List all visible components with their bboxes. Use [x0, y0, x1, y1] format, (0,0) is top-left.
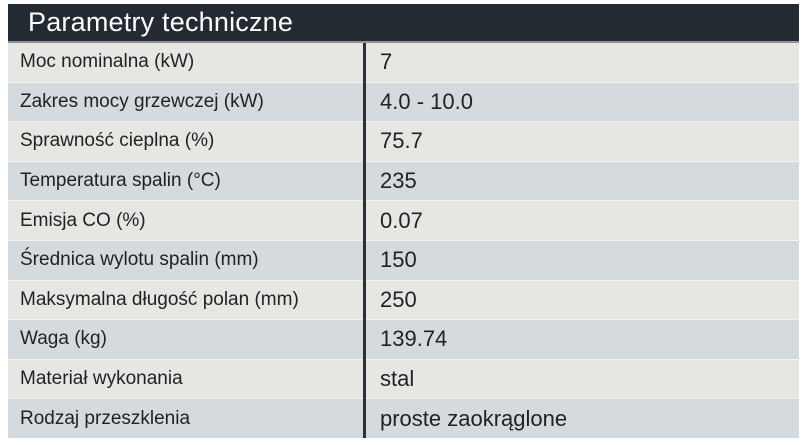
row-value: 7 — [380, 49, 393, 75]
table-row: Zakres mocy grzewczej (kW) 4.0 - 10.0 — [8, 82, 799, 123]
row-value: 0.07 — [380, 207, 423, 233]
row-label: Maksymalna długość polan (mm) — [20, 288, 299, 310]
table-row: Materiał wykonania stal — [8, 359, 799, 400]
header-underline — [8, 41, 799, 43]
row-label: Moc nominalna (kW) — [20, 51, 195, 73]
table-body: Moc nominalna (kW) 7 Zakres mocy grzewcz… — [8, 43, 799, 438]
table-row: Temperatura spalin (°C) 235 — [8, 161, 799, 202]
table-row: Sprawność cieplna (%) 75.7 — [8, 122, 799, 162]
table-header: Parametry techniczne — [8, 4, 799, 41]
row-value: 75.7 — [380, 128, 423, 154]
table-row: Moc nominalna (kW) 7 — [8, 43, 799, 83]
row-value: proste zaokrąglone — [380, 405, 568, 431]
table-title: Parametry techniczne — [28, 7, 294, 37]
row-label: Temperatura spalin (°C) — [20, 170, 221, 192]
table-row: Średnica wylotu spalin (mm) 150 — [8, 240, 799, 281]
row-label: Zakres mocy grzewczej (kW) — [20, 90, 264, 112]
row-value: 235 — [380, 168, 417, 194]
technical-parameters-table: Parametry techniczne Moc nominalna (kW) … — [8, 4, 799, 438]
row-label: Rodzaj przeszklenia — [20, 407, 191, 429]
column-divider — [363, 43, 366, 438]
row-value: 150 — [380, 247, 417, 273]
table-row: Emisja CO (%) 0.07 — [8, 201, 799, 241]
table-row: Maksymalna długość polan (mm) 250 — [8, 280, 799, 321]
row-label: Średnica wylotu spalin (mm) — [20, 249, 259, 271]
row-value: 139.74 — [380, 326, 448, 352]
row-label: Waga (kg) — [20, 328, 107, 350]
table-row: Rodzaj przeszklenia proste zaokrąglone — [8, 399, 799, 438]
row-label: Sprawność cieplna (%) — [20, 130, 215, 152]
row-label: Materiał wykonania — [20, 368, 183, 390]
row-value: 250 — [380, 286, 417, 312]
row-value: stal — [380, 366, 415, 392]
row-label: Emisja CO (%) — [20, 209, 146, 231]
row-value: 4.0 - 10.0 — [380, 88, 473, 114]
table-row: Waga (kg) 139.74 — [8, 320, 799, 360]
